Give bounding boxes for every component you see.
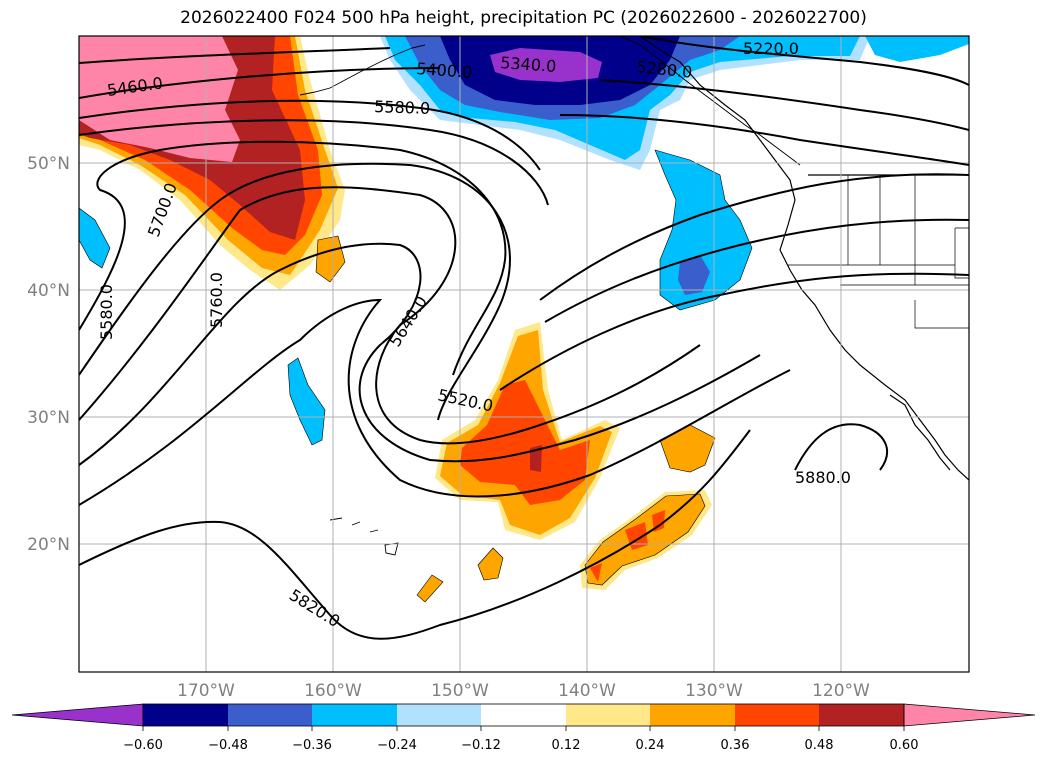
- longitude-labels: 170°W 160°W 150°W 140°W 130°W 120°W: [177, 681, 870, 701]
- lon-label: 140°W: [558, 681, 616, 701]
- aleutian-islands: [299, 44, 426, 96]
- height-contours: [79, 36, 969, 640]
- colorbar-segment: [312, 704, 397, 726]
- contour-label: 5220.0: [743, 39, 799, 58]
- contour-line: [499, 272, 969, 391]
- precip-spot-160w: [315, 235, 346, 283]
- colorbar-outline: [142, 703, 905, 727]
- map-frame: [78, 35, 970, 673]
- colorbar-segment: [566, 704, 650, 726]
- contour-line: [79, 429, 751, 640]
- precip-area-subtropical-orange: [659, 424, 716, 473]
- lat-label: 40°N: [27, 281, 70, 301]
- colorbar-tick-label: −0.12: [461, 738, 501, 753]
- contour-label: 5580.0: [97, 284, 116, 340]
- precip-spot-south-1: [477, 547, 504, 581]
- colorbar-tick-label: −0.36: [292, 738, 332, 753]
- contour-label: 5820.0: [286, 585, 344, 631]
- colorbar-segment: [903, 703, 1036, 727]
- colorbar-segment: [228, 704, 312, 726]
- contour-label: 5760.0: [207, 272, 226, 328]
- contour-line: [544, 218, 969, 323]
- lat-label: 30°N: [27, 408, 70, 428]
- contour-line: [539, 173, 969, 301]
- colorbar-segment: [11, 703, 144, 727]
- colorbar-tick-label: −0.24: [377, 738, 417, 753]
- contour-line: [79, 242, 761, 466]
- colorbar-ticks: [142, 726, 905, 731]
- colorbar: −0.60 −0.48 −0.36 −0.24 −0.12 0.12 0.24 …: [11, 703, 1036, 753]
- lon-label: 160°W: [304, 681, 362, 701]
- precip-negative-west-edge: [79, 207, 111, 269]
- precip-negative-coastal-blue: [678, 255, 710, 295]
- contour-line: [79, 162, 511, 421]
- us-state-borders: [788, 175, 969, 329]
- lon-label: 150°W: [431, 681, 489, 701]
- map-title: 2026022400 F024 500 hPa height, precipit…: [180, 8, 867, 28]
- latitude-labels: 50°N 40°N 30°N 20°N: [27, 154, 70, 555]
- contour-line: [559, 114, 969, 166]
- contour-line: [79, 119, 549, 206]
- colorbar-segment: [143, 704, 228, 726]
- contour-label: 5580.0: [374, 97, 431, 118]
- lat-label: 20°N: [27, 535, 70, 555]
- lat-label: 50°N: [27, 154, 70, 174]
- precip-spot-south-2: [416, 574, 444, 603]
- colorbar-tick-label: −0.60: [123, 738, 163, 753]
- colorbar-segment: [481, 704, 566, 726]
- contour-line: [79, 47, 391, 64]
- colorbar-segment: [650, 704, 735, 726]
- colorbar-segment: [735, 704, 819, 726]
- colorbar-tick-label: 0.36: [721, 738, 750, 753]
- colorbar-tick-label: 0.60: [890, 738, 919, 753]
- contour-line: [794, 423, 889, 471]
- contour-line: [639, 36, 969, 86]
- contour-label: 5640.0: [385, 293, 431, 351]
- precip-negative-hawaii-east: [287, 357, 326, 446]
- precip-area-southeast-red: [590, 510, 665, 582]
- colorbar-segment: [819, 704, 904, 726]
- colorbar-tick-label: 0.24: [636, 738, 665, 753]
- precip-negative-north-purple: [490, 48, 602, 82]
- contour-line: [599, 79, 969, 131]
- precip-area-central-red: [460, 380, 590, 505]
- hawaiian-islands: [329, 517, 399, 556]
- lon-label: 170°W: [177, 681, 235, 701]
- colorbar-tick-label: 0.12: [552, 738, 581, 753]
- alaska-coast: [619, 36, 801, 166]
- contour-line: [79, 99, 541, 171]
- north-america-coastline: [639, 36, 969, 481]
- gridlines: [79, 36, 969, 672]
- contour-line: [79, 67, 441, 99]
- contour-label: 5520.0: [436, 385, 495, 415]
- colorbar-segment: [397, 704, 481, 726]
- contour-line: [79, 140, 507, 376]
- contour-label: 5880.0: [795, 468, 851, 487]
- contour-label: 5400.0: [416, 59, 473, 82]
- contour-label: 5340.0: [500, 53, 557, 76]
- precip-negative-northeast: [865, 36, 969, 62]
- lon-label: 130°W: [685, 681, 743, 701]
- contour-line: [79, 186, 701, 445]
- lon-label: 120°W: [812, 681, 870, 701]
- contour-label: 5700.0: [144, 180, 181, 239]
- baja-california: [889, 394, 951, 471]
- contour-line: [79, 298, 791, 506]
- colorbar-tick-label: 0.48: [805, 738, 834, 753]
- colorbar-tick-label: −0.48: [208, 738, 248, 753]
